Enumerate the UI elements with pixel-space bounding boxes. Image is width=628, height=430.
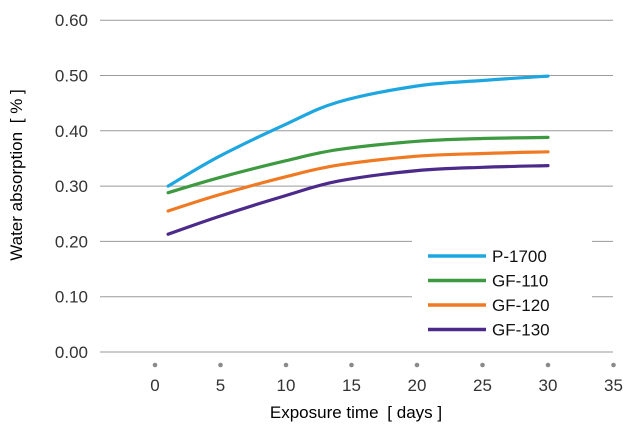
series-line-p-1700 — [166, 74, 550, 188]
x-tick-label: 5 — [216, 376, 225, 395]
x-tick-label: 25 — [473, 376, 492, 395]
x-axis-title-text: Exposure time — [270, 403, 379, 422]
y-tick-label: 0.40 — [55, 122, 88, 141]
x-tick-dot — [611, 362, 616, 368]
y-axis-title: Water absorption [ % ] — [7, 89, 26, 261]
y-tick-label: 0.30 — [55, 177, 88, 196]
x-tick-dot — [283, 362, 289, 368]
y-tick-label: 0.20 — [55, 232, 88, 251]
x-tick-dot — [545, 362, 551, 368]
legend-label: P-1700 — [492, 247, 547, 266]
y-axis-title-text: Water absorption — [7, 132, 26, 261]
y-tick-label: 0.60 — [55, 11, 88, 30]
series-line-gf-120 — [166, 150, 550, 213]
x-tick-label: 10 — [277, 376, 296, 395]
y-tick-label: 0.00 — [55, 343, 88, 362]
legend: P-1700 GF-110 GF-120 GF-130 — [412, 238, 592, 348]
x-tick-label: 20 — [408, 376, 427, 395]
x-axis-tick-marks — [152, 362, 616, 368]
series-line-gf-130 — [166, 164, 550, 236]
x-tick-dot — [152, 362, 158, 368]
legend-label: GF-110 — [492, 272, 548, 291]
series-lines — [166, 74, 550, 236]
series-line-gf-110 — [166, 135, 550, 195]
y-axis-unit: [ % ] — [7, 89, 26, 123]
x-axis-title: Exposure time [ days ] — [270, 403, 442, 422]
x-tick-label: 35 — [604, 376, 623, 395]
x-tick-dot — [349, 362, 354, 368]
y-axis-tick-labels: 0.00 0.10 0.20 0.30 0.40 0.50 0.60 — [55, 11, 88, 362]
legend-label: GF-130 — [492, 321, 550, 340]
y-tick-label: 0.10 — [55, 288, 88, 307]
y-tick-label: 0.50 — [55, 67, 88, 86]
x-tick-dot — [414, 362, 420, 368]
x-tick-label: 15 — [342, 376, 361, 395]
x-tick-dot — [218, 362, 223, 368]
x-tick-dot — [480, 362, 485, 368]
x-tick-label: 30 — [539, 376, 558, 395]
legend-label: GF-120 — [492, 296, 550, 315]
x-tick-label: 0 — [150, 376, 159, 395]
x-axis-unit: [ days ] — [387, 403, 442, 422]
x-axis-tick-labels: 0 5 10 15 20 25 30 35 — [150, 376, 623, 395]
